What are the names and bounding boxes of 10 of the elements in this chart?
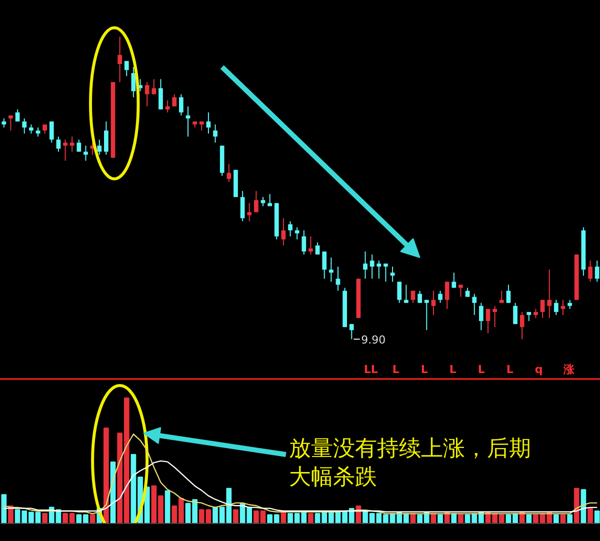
text: L [392, 362, 400, 376]
text: L [506, 362, 514, 376]
text: L [478, 362, 485, 376]
text: 涨 [562, 362, 576, 376]
text: LL [364, 362, 378, 376]
annotation: 9.90 [361, 334, 386, 347]
text: q [534, 362, 543, 376]
text: L [449, 362, 456, 376]
text: L [420, 362, 428, 376]
annotation: 放量没有持续上涨，后期大幅杀跌 [288, 436, 531, 490]
